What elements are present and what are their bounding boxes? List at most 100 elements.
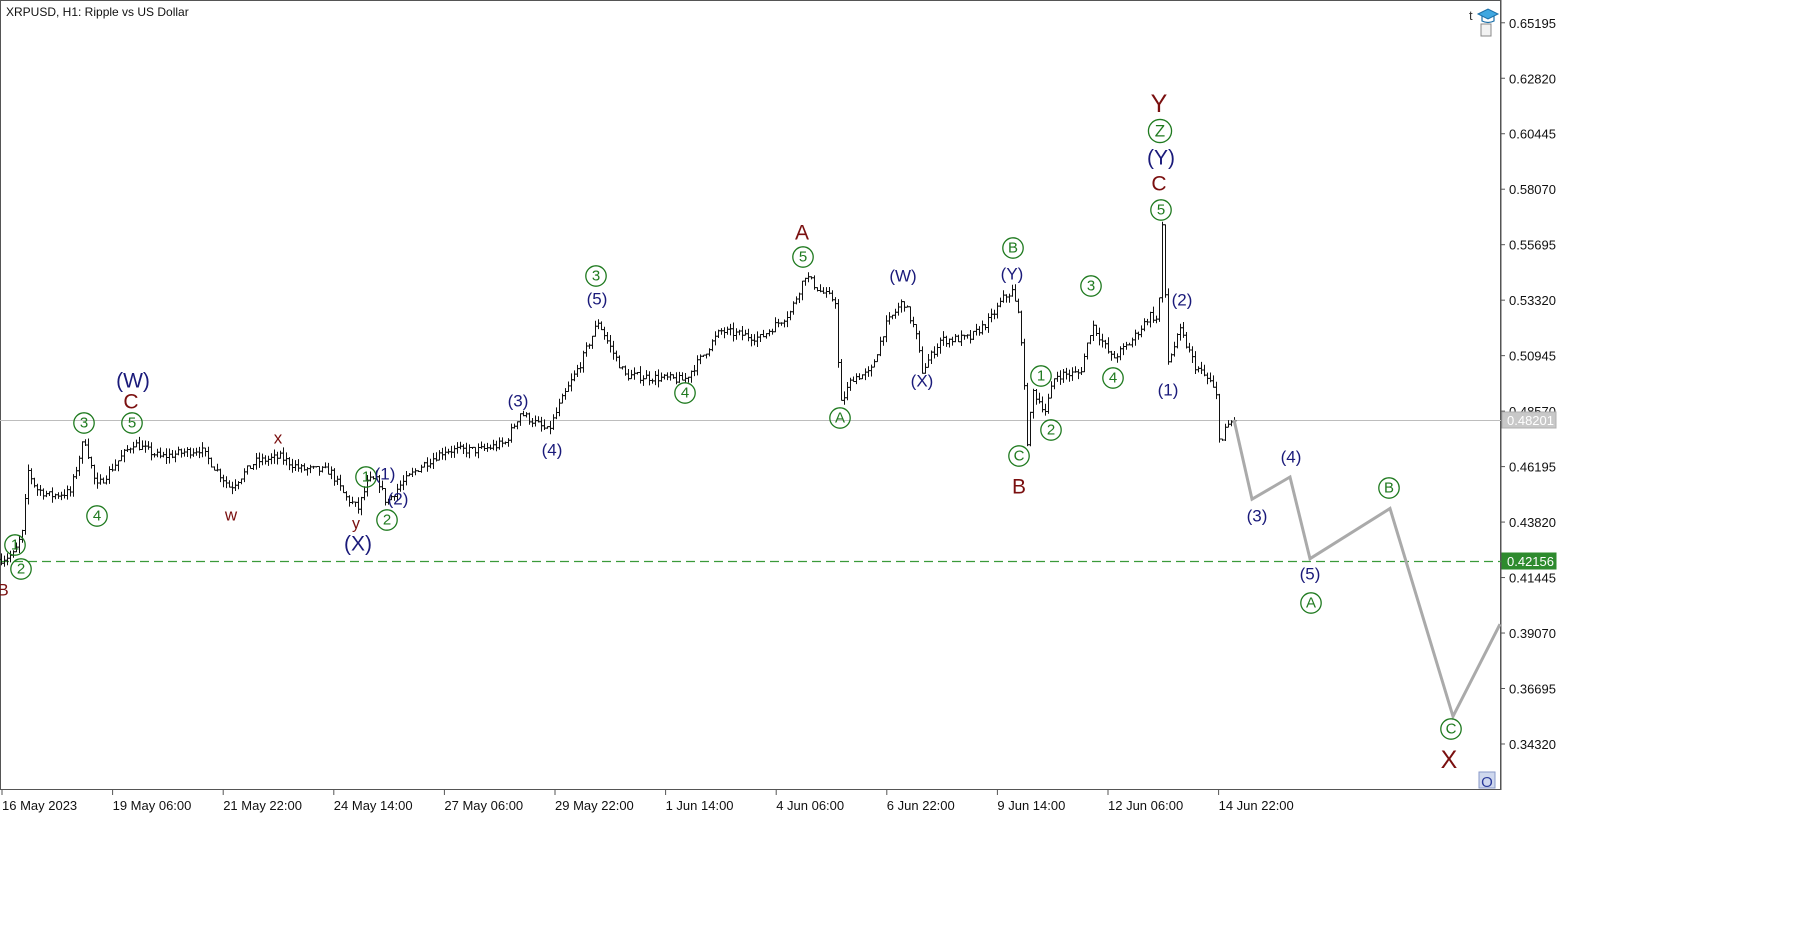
wave-label-text: (X) [344,533,372,556]
wave-label-circled[interactable]: 4 [86,505,108,527]
wave-label-text: B [0,581,9,600]
wave-label[interactable]: (Y) [1001,265,1024,284]
wave-label-text: 4 [1109,370,1117,387]
wave-label-circled[interactable]: 1 [1030,365,1052,387]
wave-label-text: (3) [1247,507,1268,526]
wave-label-text: B [1008,240,1018,257]
wave-label-ring [674,382,696,404]
wave-label[interactable]: w [224,506,238,525]
time-tick-label: 29 May 22:00 [555,798,634,813]
wave-label[interactable]: (X) [911,372,934,391]
wave-label-circled[interactable]: A [1300,592,1322,614]
document-icon[interactable] [1480,23,1492,37]
wave-label-circled[interactable]: A [829,407,851,429]
wave-label[interactable]: (4) [1281,448,1302,467]
wave-label-circled[interactable]: 5 [121,412,143,434]
wave-label-ring [1150,199,1172,221]
wave-label[interactable]: (W) [889,267,916,286]
wave-label[interactable]: x [274,429,283,448]
wave-label[interactable]: (3) [508,392,529,411]
wave-label-ring [1002,237,1024,259]
wave-label-text: 3 [80,415,88,432]
wave-label-ring [1378,477,1400,499]
wave-label-text: (5) [587,290,608,309]
wave-label-ring [1102,367,1124,389]
wave-label-circled[interactable]: B [1378,477,1400,499]
wave-label-circled[interactable]: 3 [1080,275,1102,297]
price-axis[interactable]: 0.65195 0.62820 0.60445 0.58070 0.55695 0.533… [1501,16,1557,752]
wave-label[interactable]: A [795,222,809,245]
wave-label[interactable]: C [123,391,138,414]
scale-toggle-button[interactable]: O [1478,771,1496,791]
wave-label-text: 5 [799,249,807,266]
wave-label-text: (2) [1172,291,1193,310]
wave-label-circled[interactable]: 1 [4,534,26,556]
wave-label-text: (5) [1300,565,1321,584]
wave-label-circled[interactable]: 3 [73,412,95,434]
wave-label[interactable]: (5) [587,290,608,309]
wave-label-text: (W) [116,370,150,393]
wave-label-ring [585,265,607,287]
wave-label[interactable]: (3) [1247,507,1268,526]
wave-label-text: 1 [1037,368,1045,385]
wave-label-ring [1080,275,1102,297]
target-level-label: 0.42156 [1507,554,1554,569]
wave-label-text: Y [1151,90,1168,118]
wave-label[interactable]: (4) [542,441,563,460]
price-tick-label: 0.62820 [1509,71,1556,86]
wave-label-circled[interactable]: 2 [10,558,32,580]
wave-label-text: Z [1155,122,1165,141]
wave-label[interactable]: (5) [1300,565,1321,584]
wave-label-ring [4,534,26,556]
wave-label[interactable]: (X) [344,533,372,556]
wave-label-circled[interactable]: 5 [792,246,814,268]
price-tick-label: 0.65195 [1509,16,1556,31]
wave-label-circled[interactable]: 3 [585,265,607,287]
wave-label-ring [10,558,32,580]
wave-label-circled[interactable]: C [1440,718,1462,740]
wave-label-circled[interactable]: 4 [674,382,696,404]
wave-label-text: (X) [911,372,934,391]
wave-label[interactable]: C [1151,173,1166,196]
wave-label-circled[interactable]: Z [1147,118,1173,144]
time-tick-label: 4 Jun 06:00 [776,798,844,813]
graduation-cap-icon[interactable] [1476,8,1500,24]
wave-label-text: x [274,429,283,448]
wave-label-circled[interactable]: 1 [355,466,377,488]
wave-label-circled[interactable]: 2 [1040,419,1062,441]
wave-label-ring [376,509,398,531]
wave-label-ring [792,246,814,268]
wave-label-text: C [1014,448,1025,465]
price-tick-label: 0.46195 [1509,460,1556,475]
wave-label[interactable]: X [1441,746,1458,774]
time-tick-label: 12 Jun 06:00 [1108,798,1183,813]
wave-label[interactable]: (Y) [1147,147,1175,170]
price-tick-label: 0.41445 [1509,571,1556,586]
wave-label[interactable]: y [352,516,360,533]
wave-label-text: B [1384,480,1394,497]
price-tick-label: 0.34320 [1509,737,1556,752]
wave-label-text: 1 [11,537,19,554]
time-tick-label: 16 May 2023 [2,798,77,813]
wave-label-text: (Y) [1001,265,1024,284]
wave-label-ring [355,466,377,488]
wave-label[interactable]: B [1012,476,1026,499]
wave-label[interactable]: (1) [375,465,396,484]
wave-label-circled[interactable]: 2 [376,509,398,531]
wave-label-text: (3) [508,392,529,411]
forecast-path[interactable] [1232,419,1502,721]
wave-label[interactable]: (2) [388,490,409,509]
wave-label[interactable]: (2) [1172,291,1193,310]
wave-label[interactable]: B [0,581,9,600]
wave-label-circled[interactable]: 5 [1150,199,1172,221]
wave-label[interactable]: (W) [116,370,150,393]
wave-label-circled[interactable]: B [1002,237,1024,259]
wave-label[interactable]: Y [1151,90,1168,118]
wave-label[interactable]: (1) [1158,381,1179,400]
time-axis[interactable]: 16 May 2023 19 May 06:00 21 May 22:00 24 Ma… [1,790,1294,813]
wave-label-circled[interactable]: 4 [1102,367,1124,389]
t-icon[interactable]: t [1469,8,1473,23]
wave-label-circled[interactable]: C [1008,445,1030,467]
